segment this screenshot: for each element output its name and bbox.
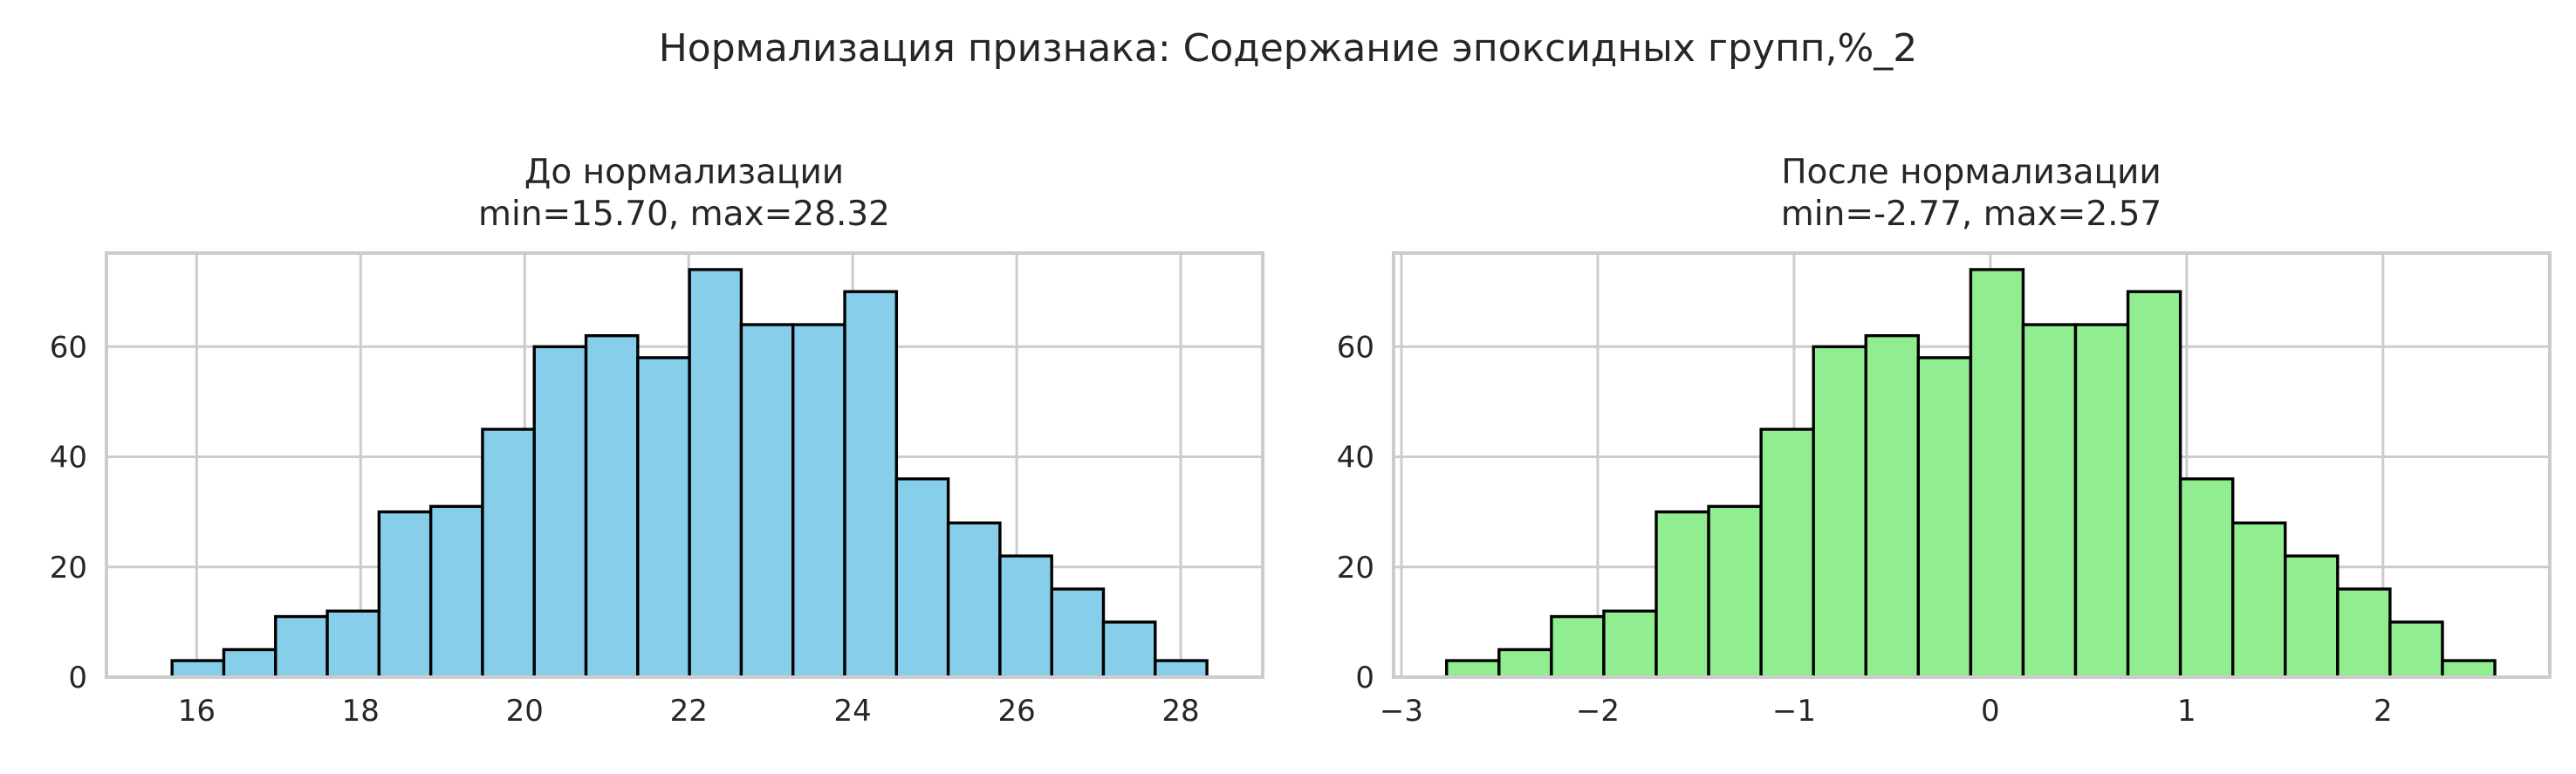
histogram-bar [377, 510, 433, 679]
y-tick-label: 0 [68, 661, 87, 695]
x-tick-label: 28 [1161, 694, 1199, 729]
histogram-bar [1812, 345, 1867, 679]
histogram-bar [946, 521, 1002, 679]
x-tick-label: −3 [1380, 694, 1423, 729]
histogram-bars [1445, 268, 2497, 679]
plot-frame [1392, 251, 2552, 679]
histogram-bar [636, 356, 691, 679]
histogram-before-normalization: До нормализации min=15.70, max=28.32 16 1… [50, 153, 1264, 729]
histogram-bar [1759, 428, 1815, 679]
y-tick-label: 0 [1355, 661, 1374, 695]
histogram-bar [274, 614, 329, 679]
x-tick-label: 18 [342, 694, 380, 729]
y-tick-label: 20 [50, 551, 87, 586]
chart-title-line2: min=-2.77, max=2.57 [1781, 195, 2162, 234]
histogram-bar [481, 428, 536, 679]
histogram-bar [2230, 521, 2287, 679]
x-tick-label: −1 [1772, 694, 1816, 729]
histogram-bar [584, 333, 640, 679]
histogram-bar [532, 345, 588, 679]
histogram-bar [170, 659, 226, 679]
histogram-bar [2388, 620, 2444, 679]
histogram-bar [222, 647, 277, 679]
x-tick-label: 24 [834, 694, 872, 729]
y-tick-label: 60 [1337, 330, 1374, 365]
histogram-bar [325, 609, 381, 679]
histogram-bar [843, 290, 899, 679]
histogram-after-normalization: После нормализации min=-2.77, max=2.57 −… [1337, 153, 2552, 729]
histogram-bar [428, 504, 484, 679]
chart-title-line1: После нормализации [1781, 153, 2162, 192]
x-tick-label: 22 [670, 694, 708, 729]
histogram-bar [1550, 614, 1606, 679]
histogram-bar [1602, 609, 1658, 679]
histogram-bar [1864, 333, 1921, 679]
histogram-bar [1655, 510, 1710, 679]
histogram-bar [2178, 477, 2235, 679]
x-tick-label: 2 [2374, 694, 2393, 729]
axis-ticks: 16 18 20 22 24 26 28 0 20 40 60 [50, 330, 1200, 729]
histogram-bar [998, 554, 1053, 679]
histogram-bar [2021, 323, 2078, 679]
y-tick-label: 40 [1337, 441, 1374, 476]
x-tick-label: 16 [178, 694, 216, 729]
x-tick-label: 0 [1981, 694, 2000, 729]
plot-frame [105, 251, 1264, 679]
figure-title: Нормализация признака: Содержание эпокси… [659, 26, 1918, 71]
histogram-bar [1154, 659, 1209, 679]
histogram-bar [688, 268, 743, 679]
chart-title-line2: min=15.70, max=28.32 [478, 195, 890, 234]
x-tick-label: 1 [2177, 694, 2196, 729]
x-tick-label: 20 [506, 694, 544, 729]
y-tick-label: 20 [1337, 551, 1374, 586]
histogram-bar [894, 477, 950, 679]
histogram-bar [1707, 504, 1763, 679]
histogram-bar [2073, 323, 2130, 679]
histogram-bar [2284, 554, 2340, 679]
histogram-bar [1050, 587, 1106, 679]
x-tick-label: 26 [997, 694, 1035, 729]
chart-title-line1: До нормализации [524, 153, 844, 192]
histogram-bar [2336, 587, 2392, 679]
histogram-bar [1445, 659, 1501, 679]
histogram-bar [1969, 268, 2025, 679]
histogram-bar [2126, 290, 2182, 679]
histogram-bar [791, 323, 846, 679]
y-tick-label: 40 [50, 441, 87, 476]
histogram-bars [170, 268, 1209, 679]
histogram-bar [1101, 620, 1157, 679]
x-tick-label: −2 [1576, 694, 1620, 729]
histogram-bar [2441, 659, 2497, 679]
histogram-bar [1497, 647, 1553, 679]
histogram-bar [739, 323, 795, 679]
histogram-bar [1916, 356, 1973, 679]
y-tick-label: 60 [50, 330, 87, 365]
